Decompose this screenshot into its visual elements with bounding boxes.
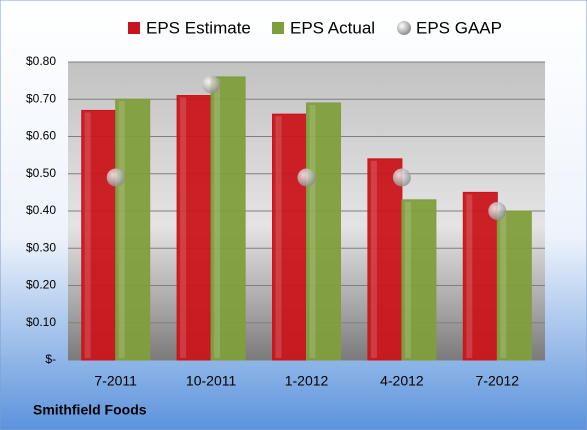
bar	[462, 191, 498, 361]
x-tick-label: 4-2012	[380, 373, 424, 389]
bar	[115, 98, 151, 361]
point	[392, 168, 411, 187]
x-tick-label: 7-2012	[476, 373, 520, 389]
bar-highlight	[118, 101, 125, 358]
y-tick-label: $0.30	[26, 240, 56, 254]
point	[297, 168, 316, 187]
bar-highlight	[500, 213, 507, 358]
bar-highlight	[275, 116, 282, 359]
bar	[81, 109, 117, 361]
y-tick-label: $0.10	[26, 315, 56, 329]
bar	[210, 76, 246, 361]
y-tick-label: $0.70	[26, 91, 56, 105]
point	[106, 168, 125, 187]
y-tick-label: $0.40	[26, 203, 56, 217]
legend-label: EPS Actual	[290, 18, 375, 37]
chart-title: Smithfield Foods	[33, 402, 147, 418]
point	[202, 75, 221, 94]
bar-highlight	[404, 201, 411, 358]
legend-marker	[128, 22, 140, 34]
y-tick-label: $0.60	[26, 129, 56, 143]
bar	[306, 102, 341, 361]
legend-marker	[397, 21, 411, 35]
y-tick-label: $0.80	[26, 54, 56, 68]
bar-highlight	[309, 104, 316, 358]
bar	[401, 199, 437, 361]
bar	[496, 210, 532, 361]
y-tick-label: $0.50	[26, 166, 56, 180]
x-tick-label: 1-2012	[285, 373, 329, 389]
legend-marker	[272, 22, 284, 34]
bar	[367, 158, 403, 361]
point	[488, 202, 507, 220]
x-tick-label: 7-2011	[94, 373, 137, 389]
bar-highlight	[466, 194, 473, 358]
legend-label: EPS GAAP	[416, 18, 502, 37]
y-tick-label: $0.20	[26, 278, 56, 292]
bar-highlight	[180, 97, 187, 359]
bar-highlight	[214, 78, 221, 359]
bar-highlight	[84, 112, 91, 358]
y-tick-label: $-	[45, 352, 56, 366]
legend-label: EPS Estimate	[146, 18, 251, 37]
bar	[272, 113, 307, 361]
bar-highlight	[370, 160, 377, 358]
x-tick-label: 10-2011	[186, 373, 237, 389]
